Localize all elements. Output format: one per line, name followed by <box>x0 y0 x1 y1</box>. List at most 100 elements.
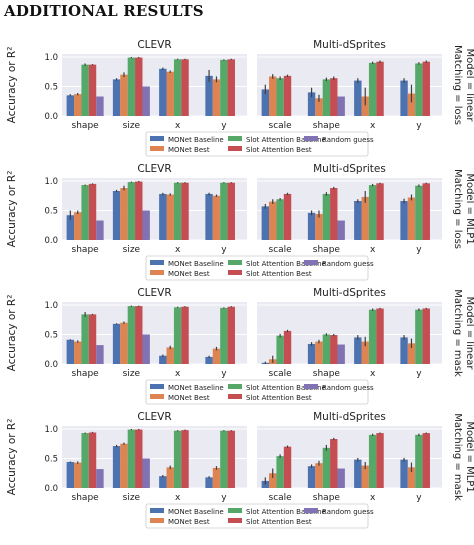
row-label-matching: Matching = loss <box>452 45 463 125</box>
legend-swatch <box>150 270 164 275</box>
legend-label: Slot Attention Baseline <box>246 136 326 144</box>
bar-slot-attention-best <box>135 429 143 488</box>
bar-slot-attention-baseline <box>276 335 284 364</box>
panel-dsprites: Multi-dSprites scale shape x y <box>257 163 442 255</box>
bar-monet-baseline <box>159 193 167 240</box>
y-tick-label: 0.5 <box>44 206 58 216</box>
panel-dsprites: Multi-dSprites scale shape x y <box>257 39 442 131</box>
bar-monet-baseline <box>354 201 362 240</box>
bar-monet-baseline <box>205 75 213 116</box>
x-tick-label: x <box>175 369 181 379</box>
bar-random-guess <box>142 210 150 240</box>
bar-monet-baseline <box>307 92 316 116</box>
panel-title: Multi-dSprites <box>313 287 386 299</box>
x-tick-label: size <box>123 245 141 255</box>
bar-slot-attention-best <box>227 306 235 364</box>
x-tick-label: scale <box>269 245 293 255</box>
bar-monet-baseline <box>400 80 408 116</box>
row-label-model: Model = MLP1 <box>464 173 474 244</box>
y-tick-label: 1.0 <box>44 53 58 63</box>
bar-slot-attention-baseline <box>173 430 182 488</box>
legend-swatch <box>150 260 164 265</box>
row-label-model: Model = linear <box>464 296 474 370</box>
y-tick-label: 1.0 <box>44 177 58 187</box>
bar-monet-baseline <box>66 462 75 488</box>
legend-label: MONet Baseline <box>168 384 224 392</box>
bar-slot-attention-baseline <box>173 59 182 116</box>
x-tick-label: shape <box>313 493 341 503</box>
x-tick-label: size <box>123 369 141 379</box>
bar-slot-attention-best <box>283 446 292 488</box>
bar-monet-best <box>212 348 221 364</box>
legend-swatch <box>150 394 164 399</box>
bar-slot-attention-best <box>283 193 292 240</box>
legend: MONet Baseline MONet Best Slot Attention B… <box>145 379 374 405</box>
bar-monet-best <box>315 341 323 364</box>
bar-random-guess <box>96 220 104 240</box>
bar-slot-attention-best <box>283 75 292 116</box>
bar-monet-best <box>166 194 174 240</box>
panel-title: Multi-dSprites <box>313 411 386 423</box>
bar-slot-attention-best <box>422 433 430 488</box>
bar-slot-attention-best <box>88 64 97 116</box>
x-tick-label: shape <box>313 121 341 131</box>
panel-clevr: CLEVR 0.0 0.5 1.0 shape size x y <box>44 39 247 131</box>
bar-monet-best <box>315 98 323 116</box>
bar-slot-attention-best <box>88 183 97 240</box>
legend-swatch <box>228 384 242 389</box>
legend-swatch <box>304 508 318 513</box>
bar-slot-attention-best <box>181 306 189 364</box>
bar-monet-best <box>120 188 128 240</box>
row-label-matching: Matching = mask <box>452 289 463 377</box>
y-axis-label: Accuracy or R² <box>6 171 18 248</box>
x-tick-label: shape <box>72 493 100 503</box>
y-axis-label: Accuracy or R² <box>6 295 18 372</box>
legend-label: Random guess <box>322 384 374 392</box>
bar-random-guess <box>96 469 104 488</box>
bar-monet-baseline <box>112 323 121 364</box>
legend-swatch <box>228 146 242 151</box>
bar-slot-attention-baseline <box>415 434 423 488</box>
y-tick-label: 0.5 <box>44 330 58 340</box>
bar-slot-attention-baseline <box>322 193 331 240</box>
bar-monet-baseline <box>159 355 167 364</box>
x-tick-label: y <box>416 121 422 131</box>
legend: MONet Baseline MONet Best Slot Attention B… <box>145 131 374 157</box>
legend-label: MONet Best <box>168 146 210 154</box>
row-label-matching: Matching = mask <box>452 413 463 501</box>
bar-slot-attention-baseline <box>322 334 331 364</box>
legend-label: Slot Attention Best <box>246 394 312 402</box>
bar-monet-best <box>269 473 277 488</box>
x-tick-label: y <box>416 369 422 379</box>
bar-monet-best <box>269 76 277 116</box>
bar-slot-attention-baseline <box>81 314 89 364</box>
bar-monet-baseline <box>307 212 316 240</box>
bar-monet-baseline <box>400 337 408 364</box>
bar-monet-baseline <box>205 356 213 364</box>
legend-swatch <box>150 518 164 523</box>
legend-label: Slot Attention Best <box>246 146 312 154</box>
bar-monet-best <box>74 341 82 364</box>
bar-monet-best <box>74 462 82 488</box>
bar-slot-attention-baseline <box>127 429 136 488</box>
bar-slot-attention-best <box>422 61 430 116</box>
bar-random-guess <box>142 86 150 116</box>
x-tick-label: x <box>370 121 376 131</box>
x-tick-label: x <box>370 493 376 503</box>
bar-monet-baseline <box>112 446 121 488</box>
bar-monet-best <box>361 96 369 116</box>
bar-monet-best <box>315 463 323 488</box>
panel-title: CLEVR <box>137 163 171 175</box>
bar-monet-best <box>120 443 128 488</box>
bar-random-guess <box>337 344 345 364</box>
legend-label: Slot Attention Best <box>246 518 312 526</box>
legend-swatch <box>150 136 164 141</box>
bar-monet-best <box>166 347 174 364</box>
bar-slot-attention-baseline <box>81 185 89 240</box>
x-tick-label: scale <box>269 493 293 503</box>
y-axis-label: Accuracy or R² <box>6 419 18 496</box>
panel-title: CLEVR <box>137 411 171 423</box>
